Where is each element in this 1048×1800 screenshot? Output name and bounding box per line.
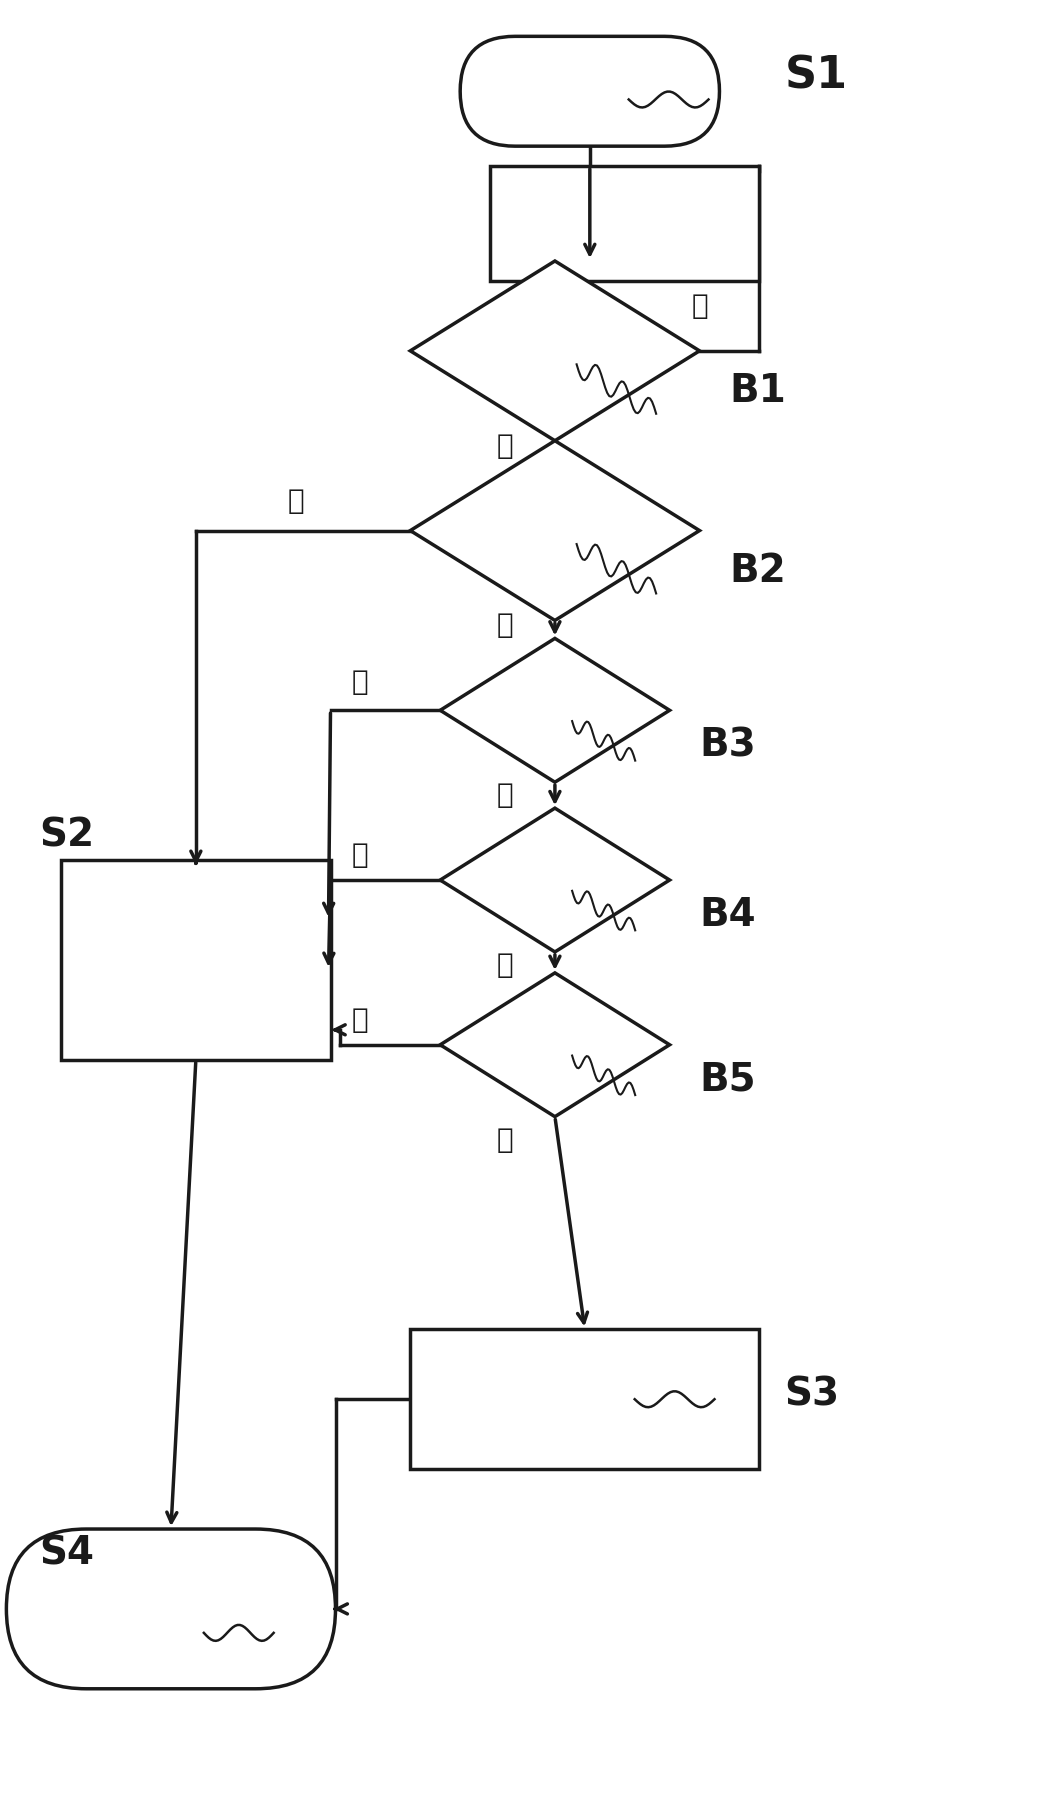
Text: S1: S1 [784, 54, 848, 97]
Polygon shape [440, 972, 670, 1116]
Polygon shape [411, 441, 699, 621]
Text: 是: 是 [497, 781, 514, 810]
Bar [411, 1330, 760, 1469]
Text: B4: B4 [699, 896, 757, 934]
Text: B2: B2 [729, 551, 786, 590]
Text: 否: 否 [352, 668, 369, 697]
FancyBboxPatch shape [6, 1528, 335, 1688]
FancyBboxPatch shape [460, 36, 720, 146]
Polygon shape [440, 639, 670, 783]
Text: 否: 否 [692, 292, 707, 320]
Text: S3: S3 [784, 1375, 839, 1413]
Text: B5: B5 [699, 1060, 757, 1098]
Text: 是: 是 [497, 612, 514, 639]
Text: B3: B3 [699, 725, 757, 765]
Text: B1: B1 [729, 373, 786, 410]
Bar [61, 860, 330, 1060]
Bar [490, 166, 760, 281]
Text: 否: 否 [352, 1006, 369, 1033]
Polygon shape [440, 808, 670, 952]
Polygon shape [411, 261, 699, 441]
Text: 是: 是 [497, 432, 514, 459]
Text: 是: 是 [497, 1125, 514, 1154]
Text: S4: S4 [39, 1535, 94, 1573]
Text: 是: 是 [497, 950, 514, 979]
Text: 否: 否 [287, 486, 304, 515]
Text: S2: S2 [39, 815, 94, 855]
Text: 否: 否 [352, 841, 369, 869]
